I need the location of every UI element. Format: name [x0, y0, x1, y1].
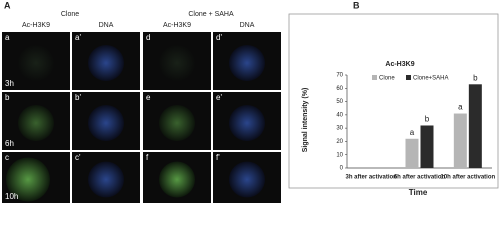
y-tick-label: 60 — [336, 86, 343, 92]
y-tick-label: 70 — [336, 73, 343, 79]
chart-title: Ac-H3K9 — [385, 61, 414, 68]
cell-image — [6, 157, 50, 202]
cell-image — [159, 161, 195, 198]
time-label: 3h — [5, 79, 14, 88]
legend-swatch — [406, 75, 411, 80]
y-axis-label: Signal intensity (%) — [302, 88, 309, 153]
legend-swatch — [372, 75, 377, 80]
cell-image — [229, 161, 265, 198]
cell-image — [88, 45, 124, 81]
y-tick-label: 30 — [336, 126, 343, 132]
bar — [420, 125, 434, 168]
legend-label: Clone — [379, 76, 395, 82]
column-label: Ac-H3K9 — [163, 22, 191, 29]
cell-label: d — [146, 33, 150, 42]
cell-label: b — [5, 93, 10, 102]
y-tick-label: 20 — [336, 139, 343, 145]
cell-label: f' — [216, 153, 220, 162]
cell-image — [159, 45, 195, 81]
bar — [468, 84, 482, 168]
y-tick-label: 10 — [336, 152, 343, 158]
x-tick-label: 3h after activation — [345, 175, 397, 181]
y-tick-label: 0 — [340, 166, 344, 172]
cell-image — [18, 45, 54, 81]
cell-image — [88, 161, 124, 198]
cell-image — [229, 105, 265, 141]
significance-label: a — [410, 128, 415, 137]
cell-image — [159, 105, 195, 141]
column-label: DNA — [240, 22, 255, 29]
bar — [405, 138, 419, 168]
column-label: DNA — [99, 22, 114, 29]
group-label: Clone — [61, 11, 79, 18]
x-axis-label: Time — [409, 188, 428, 197]
figure: A Clone Clone + SAHA Ac-H3K9 DNA Ac-H3K9 DN… — [2, 0, 499, 203]
cell-label: d' — [216, 33, 222, 42]
cell-label: c — [5, 153, 9, 162]
cell-label: a' — [75, 33, 81, 42]
cell-label: c' — [75, 153, 81, 162]
group-label: Clone + SAHA — [188, 11, 234, 18]
significance-label: b — [425, 115, 430, 124]
cell-label: e' — [216, 93, 222, 102]
column-label: Ac-H3K9 — [22, 22, 50, 29]
cell-label: a — [5, 33, 10, 42]
x-tick-label: 6h after activation — [394, 175, 446, 181]
panel-label: A — [4, 0, 11, 10]
chart-frame — [288, 13, 499, 189]
legend-label: Clone+SAHA — [413, 76, 449, 82]
y-tick-label: 40 — [336, 112, 343, 118]
cell-label: e — [146, 93, 151, 102]
significance-label: b — [473, 73, 478, 82]
x-tick-label: 10h after activation — [440, 175, 495, 181]
cell-label: b' — [75, 93, 81, 102]
cell-image — [88, 105, 124, 141]
time-label: 6h — [5, 139, 14, 148]
panel-label: B — [353, 0, 360, 10]
bar — [453, 113, 467, 168]
cell-image — [229, 45, 265, 81]
cell-label: f — [146, 153, 149, 162]
cell-image — [18, 105, 54, 141]
time-label: 10h — [5, 192, 18, 201]
y-tick-label: 50 — [336, 99, 343, 105]
significance-label: a — [458, 103, 463, 112]
